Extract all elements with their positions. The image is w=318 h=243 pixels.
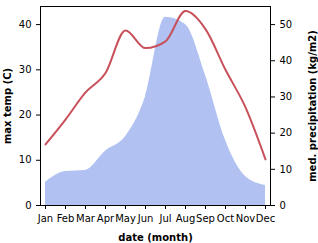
svg-text:med. precipitation (kg/m2): med. precipitation (kg/m2) xyxy=(307,30,318,182)
svg-text:10: 10 xyxy=(280,164,293,175)
svg-text:20: 20 xyxy=(19,109,32,120)
svg-text:Dec: Dec xyxy=(256,213,275,224)
svg-text:Mar: Mar xyxy=(76,213,96,224)
svg-text:40: 40 xyxy=(19,19,32,30)
svg-text:30: 30 xyxy=(19,64,32,75)
svg-text:0: 0 xyxy=(25,200,31,211)
svg-text:0: 0 xyxy=(280,200,286,211)
svg-text:30: 30 xyxy=(280,91,293,102)
svg-text:40: 40 xyxy=(280,55,293,66)
svg-text:max temp (C): max temp (C) xyxy=(2,68,13,144)
svg-text:Feb: Feb xyxy=(57,213,75,224)
svg-text:Jul: Jul xyxy=(158,213,171,224)
svg-text:Oct: Oct xyxy=(217,213,234,224)
svg-text:Nov: Nov xyxy=(236,213,256,224)
svg-text:50: 50 xyxy=(280,19,293,30)
svg-text:Sep: Sep xyxy=(196,213,215,224)
svg-text:20: 20 xyxy=(280,127,293,138)
svg-text:10: 10 xyxy=(19,154,32,165)
svg-text:date (month): date (month) xyxy=(118,232,192,243)
svg-text:Aug: Aug xyxy=(176,213,196,224)
svg-text:Jun: Jun xyxy=(137,213,154,224)
svg-text:May: May xyxy=(115,213,136,224)
svg-text:Jan: Jan xyxy=(37,213,53,224)
svg-text:Apr: Apr xyxy=(97,213,115,224)
